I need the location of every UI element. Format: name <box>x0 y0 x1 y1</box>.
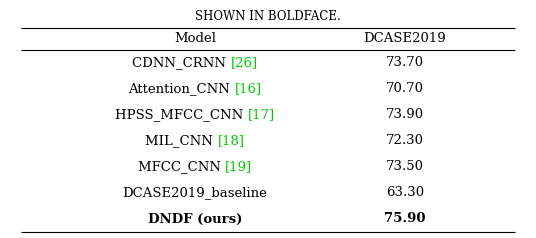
Text: 73.50: 73.50 <box>386 160 424 174</box>
Text: [26]: [26] <box>230 56 258 69</box>
Text: Attention_CNN: Attention_CNN <box>129 83 235 95</box>
Text: SHOWN IN BOLDFACE.: SHOWN IN BOLDFACE. <box>195 10 341 23</box>
Text: 72.30: 72.30 <box>386 134 424 148</box>
Text: 75.90: 75.90 <box>384 213 426 225</box>
Text: CDNN_CRNN: CDNN_CRNN <box>132 56 230 69</box>
Text: Model: Model <box>174 33 216 45</box>
Text: [16]: [16] <box>235 83 262 95</box>
Text: MFCC_CNN: MFCC_CNN <box>138 160 225 174</box>
Text: 63.30: 63.30 <box>386 187 424 199</box>
Text: MIL_CNN: MIL_CNN <box>145 134 218 148</box>
Text: [19]: [19] <box>225 160 252 174</box>
Text: DNDF (ours): DNDF (ours) <box>148 213 242 225</box>
Text: [18]: [18] <box>218 134 244 148</box>
Text: DCASE2019_baseline: DCASE2019_baseline <box>123 187 267 199</box>
Text: [17]: [17] <box>248 109 275 122</box>
Text: 73.90: 73.90 <box>386 109 424 122</box>
Text: 70.70: 70.70 <box>386 83 424 95</box>
Text: HPSS_MFCC_CNN: HPSS_MFCC_CNN <box>115 109 248 122</box>
Text: DCASE2019: DCASE2019 <box>363 33 446 45</box>
Text: 73.70: 73.70 <box>386 56 424 69</box>
